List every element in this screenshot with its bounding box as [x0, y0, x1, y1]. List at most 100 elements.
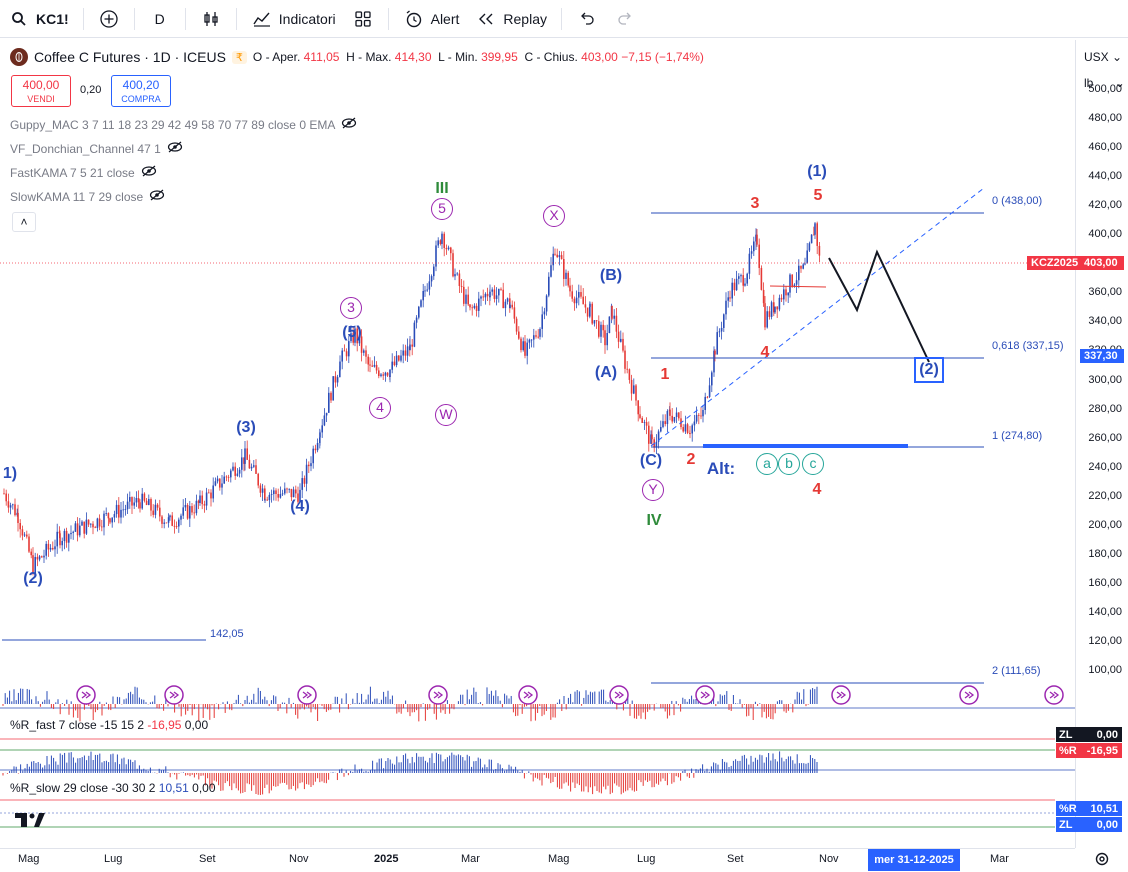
wave-label: III — [435, 180, 449, 197]
candle-body — [14, 504, 16, 516]
candle-body — [184, 504, 187, 508]
candle-body — [3, 493, 5, 495]
wave-circled: Y — [642, 479, 664, 501]
candle-body — [54, 546, 56, 550]
candle-body — [480, 296, 482, 299]
candle-body — [124, 509, 127, 510]
candle-body — [637, 400, 639, 415]
candle-body — [356, 328, 358, 344]
candle-body — [785, 289, 787, 296]
candle-body — [145, 500, 148, 505]
candle-body — [723, 314, 725, 328]
candle-body — [133, 502, 135, 506]
wave-label: 4 — [760, 344, 770, 361]
indicators-icon — [251, 8, 273, 30]
candle-body — [197, 500, 200, 503]
candle-body — [450, 247, 452, 254]
candle-body — [345, 351, 348, 357]
price-tick: 440,00 — [1088, 170, 1122, 183]
collapse-legend-button[interactable]: ˄ — [12, 212, 36, 232]
candle-body — [617, 331, 620, 342]
indicators-button[interactable]: Indicatori — [243, 0, 344, 38]
candle-body — [284, 488, 286, 494]
eye-hidden-icon[interactable] — [141, 165, 157, 180]
indicator-legend-guppy[interactable]: Guppy_MAC 3 7 11 18 23 29 42 49 58 70 77… — [10, 117, 357, 132]
candle-body — [212, 485, 214, 499]
candle-body — [584, 304, 587, 308]
candle-body — [454, 274, 456, 277]
wave-label: (C) — [639, 452, 663, 469]
eye-hidden-icon[interactable] — [341, 117, 357, 132]
event-marker-arrow — [836, 691, 847, 699]
candle-body — [615, 315, 618, 332]
candle-body — [105, 513, 107, 514]
price-axis[interactable]: USX ⌄ lb ⌄ 500,00 480,00 460,00 440,00 420,0… — [1075, 40, 1128, 848]
compare-button[interactable] — [90, 0, 128, 38]
time-axis[interactable]: Mag Lug Set Nov 2025 Mar Mag Lug Set Nov… — [0, 848, 1075, 872]
candle-body — [230, 470, 232, 478]
candle-body — [248, 459, 251, 469]
layouts-button[interactable] — [344, 0, 382, 38]
candle-body — [193, 512, 195, 514]
pane2-legend[interactable]: %R_slow 29 close -30 30 2 10,51 0,00 — [10, 781, 216, 795]
time-tick: Mag — [548, 853, 570, 865]
candle-body — [608, 316, 611, 334]
indicator-legend-donchian[interactable]: VF_Donchian_Channel 47 1 — [10, 141, 183, 156]
candle-body — [334, 376, 337, 383]
candle-body — [243, 457, 245, 464]
unit-select[interactable]: lb ⌄ — [1084, 76, 1125, 90]
candle-body — [650, 434, 652, 444]
symbol-badge[interactable]: ₹ — [231, 50, 247, 64]
time-tick: Mag — [18, 853, 40, 865]
undo-button[interactable] — [568, 0, 606, 38]
eye-hidden-icon[interactable] — [149, 189, 165, 204]
candle-body — [740, 275, 742, 277]
candle-body — [107, 513, 110, 519]
indicator-legend-slowkama[interactable]: SlowKAMA 11 7 29 close — [10, 189, 165, 204]
time-tick: Nov — [819, 853, 839, 865]
candle-body — [257, 473, 259, 486]
chevron-down-icon: ⌄ — [1114, 76, 1125, 90]
candle-body — [297, 493, 299, 502]
redo-button[interactable] — [606, 0, 644, 38]
settings-button[interactable] — [1094, 851, 1114, 869]
candle-body — [422, 290, 424, 301]
price-tick: 300,00 — [1088, 373, 1122, 386]
candle-body — [391, 361, 393, 370]
candle-body — [404, 350, 407, 356]
currency-select[interactable]: USX ⌄ — [1084, 50, 1123, 64]
time-tick: Lug — [104, 853, 123, 865]
chart-canvas[interactable] — [0, 40, 1075, 848]
candle-body — [303, 478, 306, 484]
candle-body — [129, 497, 131, 502]
candle-body — [698, 414, 700, 416]
eye-hidden-icon[interactable] — [167, 141, 183, 156]
candle-body — [495, 295, 498, 299]
interval-button[interactable]: D — [141, 0, 179, 38]
candle-body — [593, 320, 596, 324]
symbol-search[interactable]: KC1! — [0, 0, 77, 38]
symbol-label: KC1! — [36, 10, 69, 27]
pane1-legend[interactable]: %R_fast 7 close -15 15 2 -16,95 0,00 — [10, 718, 209, 732]
replay-button[interactable]: Replay — [467, 0, 555, 38]
candle-body — [208, 492, 210, 494]
candle-body — [713, 350, 715, 373]
candle-body — [700, 415, 702, 417]
candle-body — [47, 543, 50, 550]
candle-body — [72, 531, 74, 533]
candle-body — [109, 518, 111, 523]
candle-body — [622, 338, 624, 351]
candle-body — [363, 350, 365, 353]
alert-button[interactable]: Alert — [395, 0, 468, 38]
candle-body — [530, 339, 533, 341]
candle-body — [550, 265, 552, 277]
indicator-legend-fastkama[interactable]: FastKAMA 7 5 21 close — [10, 165, 157, 180]
candle-body — [793, 284, 796, 287]
sell-button[interactable]: 400,00 VENDI — [11, 75, 71, 107]
candle-body — [101, 526, 103, 528]
candle-body — [286, 488, 288, 490]
chart-type-button[interactable] — [192, 0, 230, 38]
candle-body — [641, 417, 643, 423]
candle-body — [489, 291, 491, 298]
buy-button[interactable]: 400,20 COMPRA — [111, 75, 171, 107]
